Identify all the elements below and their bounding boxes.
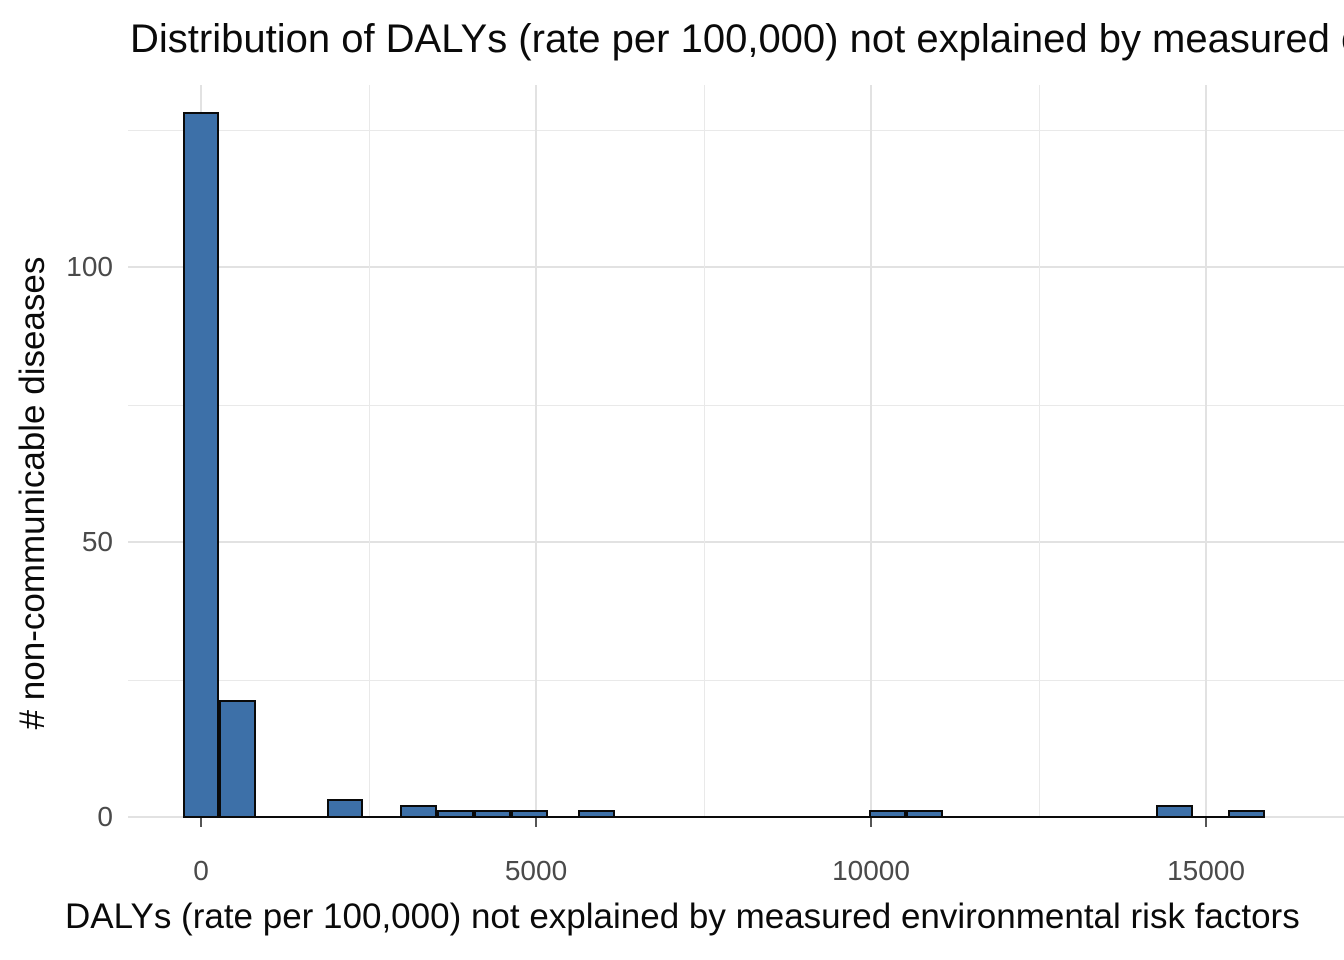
y-tick-label: 50 bbox=[81, 526, 113, 557]
x-major-gridline bbox=[870, 85, 872, 817]
histogram-baseline bbox=[182, 816, 1265, 818]
x-axis-tick bbox=[535, 818, 537, 827]
histogram-bar bbox=[437, 810, 475, 818]
y-major-gridline bbox=[128, 266, 1344, 268]
x-tick-label: 5000 bbox=[504, 855, 568, 886]
histogram-bar bbox=[400, 805, 438, 818]
histogram-bar bbox=[1155, 805, 1193, 818]
y-minor-gridline bbox=[128, 404, 1344, 406]
histogram-bar bbox=[510, 810, 548, 818]
histogram-bar bbox=[219, 700, 257, 818]
x-tick-label: 0 bbox=[193, 855, 209, 886]
x-minor-gridline bbox=[1038, 85, 1040, 817]
x-axis-tick bbox=[870, 818, 872, 827]
x-minor-gridline bbox=[703, 85, 705, 817]
y-axis-title: # non-communicable diseases bbox=[13, 256, 52, 730]
histogram-bar bbox=[906, 810, 944, 818]
histogram-bar bbox=[1227, 810, 1265, 818]
y-minor-gridline bbox=[128, 129, 1344, 131]
histogram-bar bbox=[326, 799, 364, 818]
histogram-bar bbox=[474, 810, 511, 818]
y-tick-label: 100 bbox=[66, 251, 113, 282]
x-tick-label: 10000 bbox=[832, 855, 910, 886]
x-major-gridline bbox=[535, 85, 537, 817]
x-tick-label: 15000 bbox=[1167, 855, 1245, 886]
y-minor-gridline bbox=[128, 679, 1344, 681]
y-major-gridline bbox=[128, 541, 1344, 543]
histogram-bar bbox=[869, 810, 907, 818]
histogram-bar bbox=[577, 810, 615, 818]
y-tick-label: 0 bbox=[97, 801, 113, 832]
x-minor-gridline bbox=[368, 85, 370, 817]
x-axis-tick bbox=[1205, 818, 1207, 827]
chart-title: Distribution of DALYs (rate per 100,000)… bbox=[130, 17, 1344, 61]
x-axis-title: DALYs (rate per 100,000) not explained b… bbox=[65, 897, 1300, 936]
x-major-gridline bbox=[1205, 85, 1207, 817]
histogram-bar bbox=[182, 112, 220, 818]
x-axis-tick bbox=[200, 818, 202, 827]
